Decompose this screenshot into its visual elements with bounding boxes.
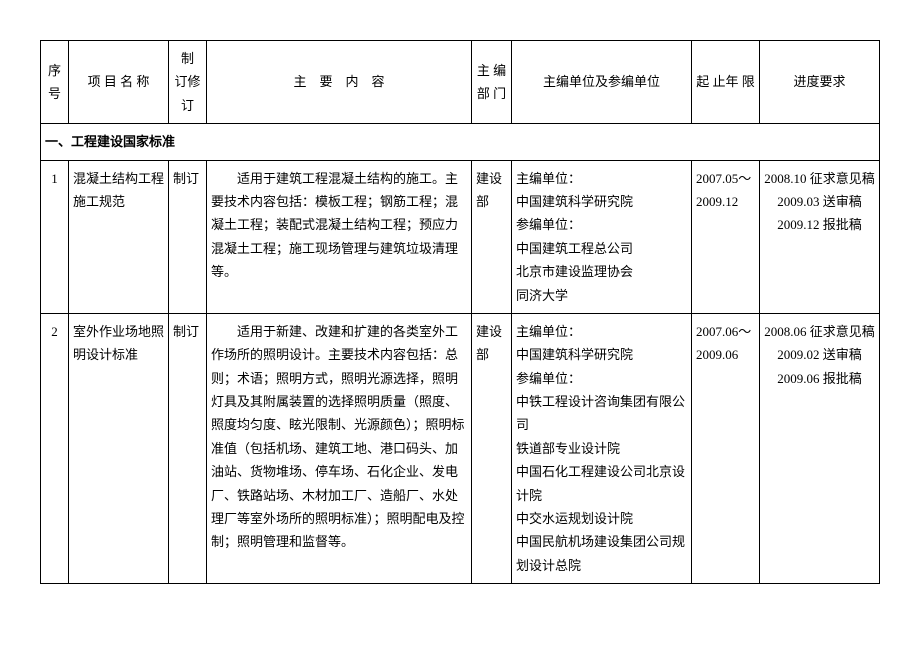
header-period: 起 止年 限 bbox=[692, 41, 760, 124]
cell-dept: 建设部 bbox=[472, 160, 512, 313]
section-title: 一、工程建设国家标准 bbox=[41, 124, 880, 160]
cell-progress: 2008.06 征求意见稿 2009.02 送审稿 2009.06 报批稿 bbox=[760, 313, 880, 583]
header-units: 主编单位及参编单位 bbox=[512, 41, 692, 124]
cell-name: 混凝土结构工程施工规范 bbox=[69, 160, 169, 313]
cell-progress: 2008.10 征求意见稿 2009.03 送审稿 2009.12 报批稿 bbox=[760, 160, 880, 313]
cell-name: 室外作业场地照明设计标准 bbox=[69, 313, 169, 583]
table-header-row: 序号 项 目 名 称 制 订修 订 主 要 内 容 主 编部 门 主编单位及参编… bbox=[41, 41, 880, 124]
cell-period: 2007.05～2009.12 bbox=[692, 160, 760, 313]
table-row: 1 混凝土结构工程施工规范 制订 适用于建筑工程混凝土结构的施工。主要技术内容包… bbox=[41, 160, 880, 313]
header-progress: 进度要求 bbox=[760, 41, 880, 124]
header-name: 项 目 名 称 bbox=[69, 41, 169, 124]
cell-content: 适用于新建、改建和扩建的各类室外工作场所的照明设计。主要技术内容包括：总则；术语… bbox=[207, 313, 472, 583]
standards-table: 序号 项 目 名 称 制 订修 订 主 要 内 容 主 编部 门 主编单位及参编… bbox=[40, 40, 880, 584]
cell-rev: 制订 bbox=[169, 160, 207, 313]
cell-seq: 2 bbox=[41, 313, 69, 583]
cell-rev: 制订 bbox=[169, 313, 207, 583]
header-dept: 主 编部 门 bbox=[472, 41, 512, 124]
section-header-row: 一、工程建设国家标准 bbox=[41, 124, 880, 160]
cell-period: 2007.06～2009.06 bbox=[692, 313, 760, 583]
header-content: 主 要 内 容 bbox=[207, 41, 472, 124]
cell-units: 主编单位： 中国建筑科学研究院 参编单位： 中铁工程设计咨询集团有限公司 铁道部… bbox=[512, 313, 692, 583]
header-rev: 制 订修 订 bbox=[169, 41, 207, 124]
table-row: 2 室外作业场地照明设计标准 制订 适用于新建、改建和扩建的各类室外工作场所的照… bbox=[41, 313, 880, 583]
header-seq: 序号 bbox=[41, 41, 69, 124]
cell-seq: 1 bbox=[41, 160, 69, 313]
cell-units: 主编单位： 中国建筑科学研究院 参编单位： 中国建筑工程总公司 北京市建设监理协… bbox=[512, 160, 692, 313]
cell-content: 适用于建筑工程混凝土结构的施工。主要技术内容包括：模板工程；钢筋工程；混凝土工程… bbox=[207, 160, 472, 313]
cell-dept: 建设部 bbox=[472, 313, 512, 583]
